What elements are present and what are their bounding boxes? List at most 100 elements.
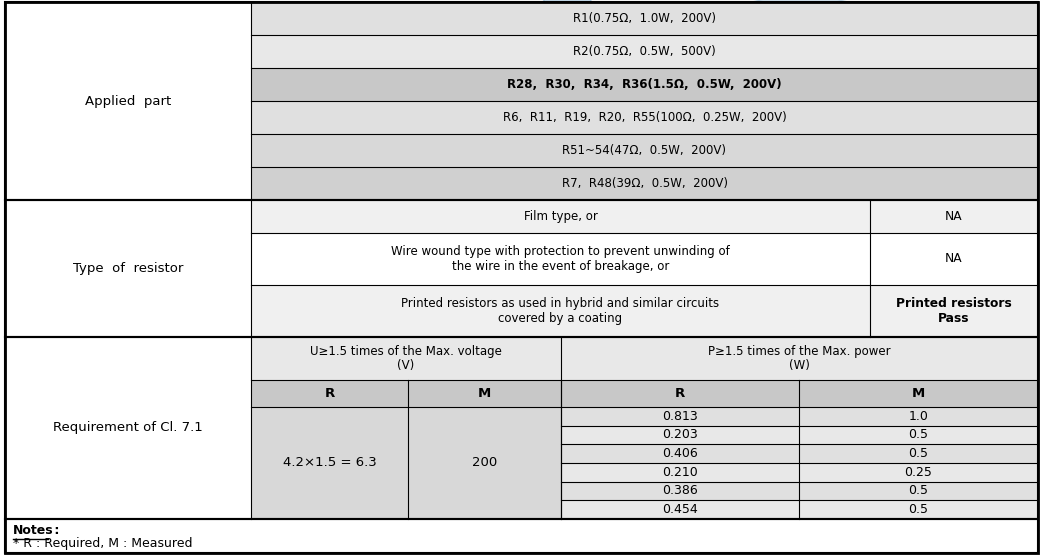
Text: 0.5: 0.5 xyxy=(908,428,928,441)
Text: NA: NA xyxy=(945,210,963,223)
Bar xyxy=(561,482,799,501)
Bar xyxy=(799,426,1038,445)
Text: 0.386: 0.386 xyxy=(662,485,698,497)
Bar xyxy=(870,233,1038,285)
Text: 0.25: 0.25 xyxy=(904,466,932,479)
Bar xyxy=(408,407,561,519)
Text: KEIT: KEIT xyxy=(675,60,695,69)
Text: KEIT: KEIT xyxy=(760,105,780,114)
Text: KEIT: KEIT xyxy=(845,285,865,295)
Text: KEIT: KEIT xyxy=(335,195,355,204)
Text: KEIT: KEIT xyxy=(845,240,865,250)
Text: 0.5: 0.5 xyxy=(908,485,928,497)
Text: KEIT: KEIT xyxy=(420,105,440,114)
Text: KEIT: KEIT xyxy=(1015,195,1035,204)
Bar xyxy=(251,233,870,285)
Text: KEIT: KEIT xyxy=(675,240,695,250)
Text: KEIT: KEIT xyxy=(675,195,695,204)
Text: 200: 200 xyxy=(471,457,498,470)
Bar xyxy=(561,426,799,445)
Text: KEIT: KEIT xyxy=(505,195,525,204)
Polygon shape xyxy=(520,0,695,186)
Text: KEIT: KEIT xyxy=(505,240,525,250)
Text: 0.454: 0.454 xyxy=(662,503,698,516)
Text: KEIT: KEIT xyxy=(760,150,780,159)
Text: KEIT: KEIT xyxy=(930,195,950,204)
Bar xyxy=(5,337,251,519)
Text: P≥1.5 times of the Max. power
(W): P≥1.5 times of the Max. power (W) xyxy=(708,345,891,372)
Text: KEIT: KEIT xyxy=(930,105,950,114)
Bar xyxy=(561,407,799,426)
Text: 1.0: 1.0 xyxy=(908,410,928,423)
Text: R28,  R30,  R34,  R36(1.5Ω,  0.5W,  200V): R28, R30, R34, R36(1.5Ω, 0.5W, 200V) xyxy=(507,78,782,91)
Bar xyxy=(561,501,799,519)
Text: KEIT: KEIT xyxy=(930,240,950,250)
Text: * R : Required, M : Measured: * R : Required, M : Measured xyxy=(13,537,193,550)
Bar xyxy=(5,200,251,337)
Text: KEIT: KEIT xyxy=(845,16,865,24)
Text: KEIT: KEIT xyxy=(930,60,950,69)
Text: Printed resistors as used in hybrid and similar circuits
covered by a coating: Printed resistors as used in hybrid and … xyxy=(402,297,720,325)
Bar xyxy=(5,337,1038,519)
Bar xyxy=(5,2,1038,200)
Text: KEIT: KEIT xyxy=(675,105,695,114)
Text: KEIT: KEIT xyxy=(1015,105,1035,114)
Text: M: M xyxy=(478,387,491,400)
Text: R2(0.75Ω,  0.5W,  500V): R2(0.75Ω, 0.5W, 500V) xyxy=(573,45,715,58)
Text: KEIT: KEIT xyxy=(760,240,780,250)
Text: KEIT: KEIT xyxy=(250,285,270,295)
Text: 4.2×1.5 = 6.3: 4.2×1.5 = 6.3 xyxy=(283,457,377,470)
Bar xyxy=(251,407,408,519)
Bar xyxy=(799,501,1038,519)
Text: KEIT: KEIT xyxy=(590,150,610,159)
Bar xyxy=(251,35,1038,68)
Bar xyxy=(408,380,561,407)
Bar xyxy=(251,337,561,380)
Text: Wire wound type with protection to prevent unwinding of
the wire in the event of: Wire wound type with protection to preve… xyxy=(391,245,730,273)
Text: KEIT: KEIT xyxy=(250,150,270,159)
Bar xyxy=(561,337,1038,380)
Text: KEIT: KEIT xyxy=(760,16,780,24)
Text: KEIT: KEIT xyxy=(1015,60,1035,69)
Text: KEIT: KEIT xyxy=(1015,240,1035,250)
Text: KEIT: KEIT xyxy=(845,60,865,69)
Bar xyxy=(561,445,799,463)
Text: KEIT: KEIT xyxy=(845,105,865,114)
Text: Type  of  resistor: Type of resistor xyxy=(73,262,184,275)
Text: KEIT: KEIT xyxy=(505,60,525,69)
Text: 0.203: 0.203 xyxy=(662,428,698,441)
Text: KEIT: KEIT xyxy=(420,195,440,204)
Text: KEIT: KEIT xyxy=(335,240,355,250)
Text: KEIT: KEIT xyxy=(250,105,270,114)
Text: KEIT: KEIT xyxy=(335,60,355,69)
Bar xyxy=(870,285,1038,337)
Bar xyxy=(5,2,251,200)
Text: KEIT: KEIT xyxy=(505,16,525,24)
Text: :: : xyxy=(50,524,59,537)
Text: R7,  R48(39Ω,  0.5W,  200V): R7, R48(39Ω, 0.5W, 200V) xyxy=(561,177,728,190)
Text: 0.5: 0.5 xyxy=(908,447,928,460)
Text: KEIT: KEIT xyxy=(590,105,610,114)
Text: KEIT: KEIT xyxy=(335,150,355,159)
Bar xyxy=(251,285,870,337)
Text: KEIT: KEIT xyxy=(930,16,950,24)
Bar xyxy=(5,200,1038,337)
Polygon shape xyxy=(725,0,963,140)
Text: 0.813: 0.813 xyxy=(662,410,698,423)
Bar xyxy=(5,519,1038,553)
Bar xyxy=(799,380,1038,407)
Text: KEIT: KEIT xyxy=(420,285,440,295)
Text: KEIT: KEIT xyxy=(420,150,440,159)
Text: KEIT: KEIT xyxy=(590,195,610,204)
Text: KEIT: KEIT xyxy=(930,285,950,295)
Text: U≥1.5 times of the Max. voltage
(V): U≥1.5 times of the Max. voltage (V) xyxy=(310,345,502,372)
Text: KEIT: KEIT xyxy=(675,16,695,24)
Text: R: R xyxy=(324,387,335,400)
Text: M: M xyxy=(912,387,925,400)
Bar xyxy=(251,380,408,407)
Text: KEIT: KEIT xyxy=(760,285,780,295)
Text: KEIT: KEIT xyxy=(420,60,440,69)
Text: 0.210: 0.210 xyxy=(662,466,698,479)
Bar xyxy=(251,200,870,233)
Bar xyxy=(799,463,1038,482)
